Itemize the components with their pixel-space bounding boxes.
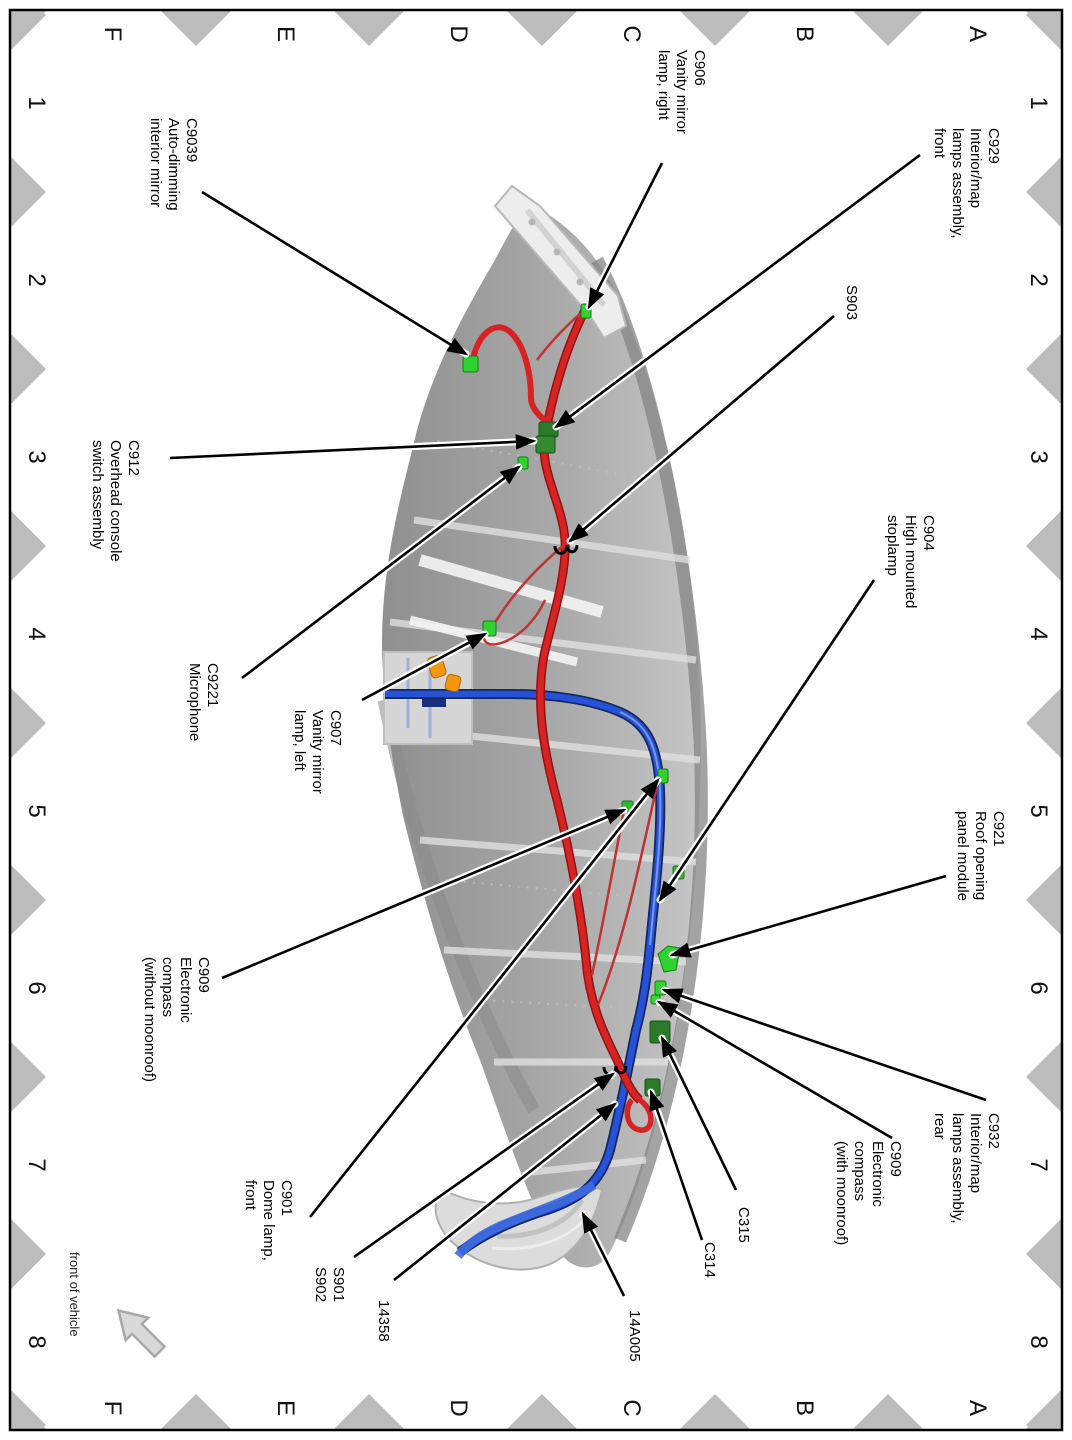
grid-letter-right-d: D [445, 1399, 472, 1417]
grid-number-bottom-8: 8 [23, 1335, 50, 1349]
callout-c9221: C9221 Microphone [186, 663, 221, 742]
grid-letter-right-a: A [964, 1399, 991, 1416]
grid-number-top-4: 4 [1025, 627, 1052, 641]
arrow-c907 [358, 630, 489, 704]
grid-number-bottom-3: 3 [23, 450, 50, 464]
grid-letter-right-b: B [791, 1399, 818, 1416]
grid-letter-left-e: E [272, 25, 299, 42]
arrow-c932 [660, 986, 990, 1104]
grid-letter-left-b: B [791, 25, 818, 42]
arrow-c314 [647, 1088, 706, 1244]
grid-letter-right-c: C [618, 1399, 645, 1417]
splice-symbol-s903 [553, 544, 579, 555]
grid-number-top-6: 6 [1025, 981, 1052, 995]
arrow-c909-with-moonroof [655, 998, 896, 1142]
arrow-c909-without-moonroof [218, 806, 628, 982]
arrow-c315 [658, 1034, 740, 1194]
arrow-14a005 [579, 1210, 628, 1300]
arrow-c929 [552, 151, 924, 431]
grid-number-top-2: 2 [1025, 273, 1052, 287]
callout-14a005: 14A005 [626, 1310, 643, 1362]
grid-letter-right-e: E [272, 1399, 299, 1416]
connector-c912 [535, 435, 556, 454]
callout-c909-without-moonroof: C909 Electronic compass (without moonroo… [141, 957, 212, 1083]
callout-c9039: C9039 Auto-dimming interior mirror [147, 118, 200, 211]
callout-s903: S903 [843, 285, 860, 321]
leader-arrows [166, 151, 990, 1300]
grid-number-top-5: 5 [1025, 804, 1052, 818]
front-of-vehicle-label: front of vehicle [67, 1252, 82, 1337]
moonroof-harness-blue [385, 689, 666, 1259]
arrow-c906 [585, 159, 666, 311]
callout-c929: C929 Interior/map lamps assembly, front [931, 128, 1002, 239]
page-border [8, 8, 1064, 1432]
callout-s901-s902: S901 S902 [312, 1267, 347, 1303]
grid-number-bottom-2: 2 [23, 273, 50, 287]
grid-number-bottom-1: 1 [23, 96, 50, 110]
callout-c901: C901 Dome lamp, front [242, 1180, 295, 1261]
grid-letter-left-f: F [99, 26, 126, 42]
connector-c9039 [462, 355, 479, 373]
arrow-14358 [390, 1100, 619, 1284]
grid-number-top-7: 7 [1025, 1158, 1052, 1172]
red-harness-rear-loop [624, 1097, 654, 1133]
callout-c932: C932 Interior/map lamps assembly, rear [931, 1113, 1002, 1224]
callout-c912: C912 Overhead console switch assembly [89, 440, 142, 562]
grid-letter-right-f: F [99, 1400, 126, 1416]
callout-c909-with-moonroof: C909 Electronic compass (with moonroof) [833, 1141, 904, 1246]
grid-number-top-1: 1 [1025, 96, 1052, 110]
grid-number-bottom-7: 7 [23, 1158, 50, 1172]
roof-edge-shadow [591, 256, 708, 1243]
callout-c315: C315 [735, 1207, 752, 1243]
front-of-vehicle-arrow-icon [116, 1308, 167, 1359]
grid-letter-left-a: A [964, 25, 991, 42]
callout-c906: C906 Vanity mirror lamp, right [655, 50, 708, 134]
arrow-s901-s902 [350, 1070, 617, 1261]
roof-seam-dots [431, 439, 673, 1011]
arrow-c912 [166, 434, 538, 462]
callout-14358: 14358 [375, 1300, 392, 1342]
arrow-c904 [656, 576, 878, 904]
grid-letter-left-c: C [618, 25, 645, 43]
grid-number-bottom-4: 4 [23, 627, 50, 641]
grid-number-bottom-6: 6 [23, 981, 50, 995]
grid-number-bottom-5: 5 [23, 804, 50, 818]
arrow-c901 [306, 776, 662, 1221]
grid-number-top-8: 8 [1025, 1335, 1052, 1349]
mirror-pigtail-loop [469, 324, 552, 427]
arrow-c921 [668, 872, 950, 959]
arrow-c9221 [238, 463, 523, 682]
callout-c904: C904 High mounted stoplamp [884, 515, 937, 609]
arrow-s903 [566, 312, 838, 545]
arrow-c9039 [198, 188, 470, 358]
callout-c314: C314 [701, 1242, 718, 1278]
callout-c921: C921 Roof opening panel module [954, 811, 1007, 902]
grid-letter-left-d: D [445, 25, 472, 43]
callout-c907: C907 Vanity mirror lamp, left [291, 710, 344, 794]
grid-number-top-3: 3 [1025, 450, 1052, 464]
